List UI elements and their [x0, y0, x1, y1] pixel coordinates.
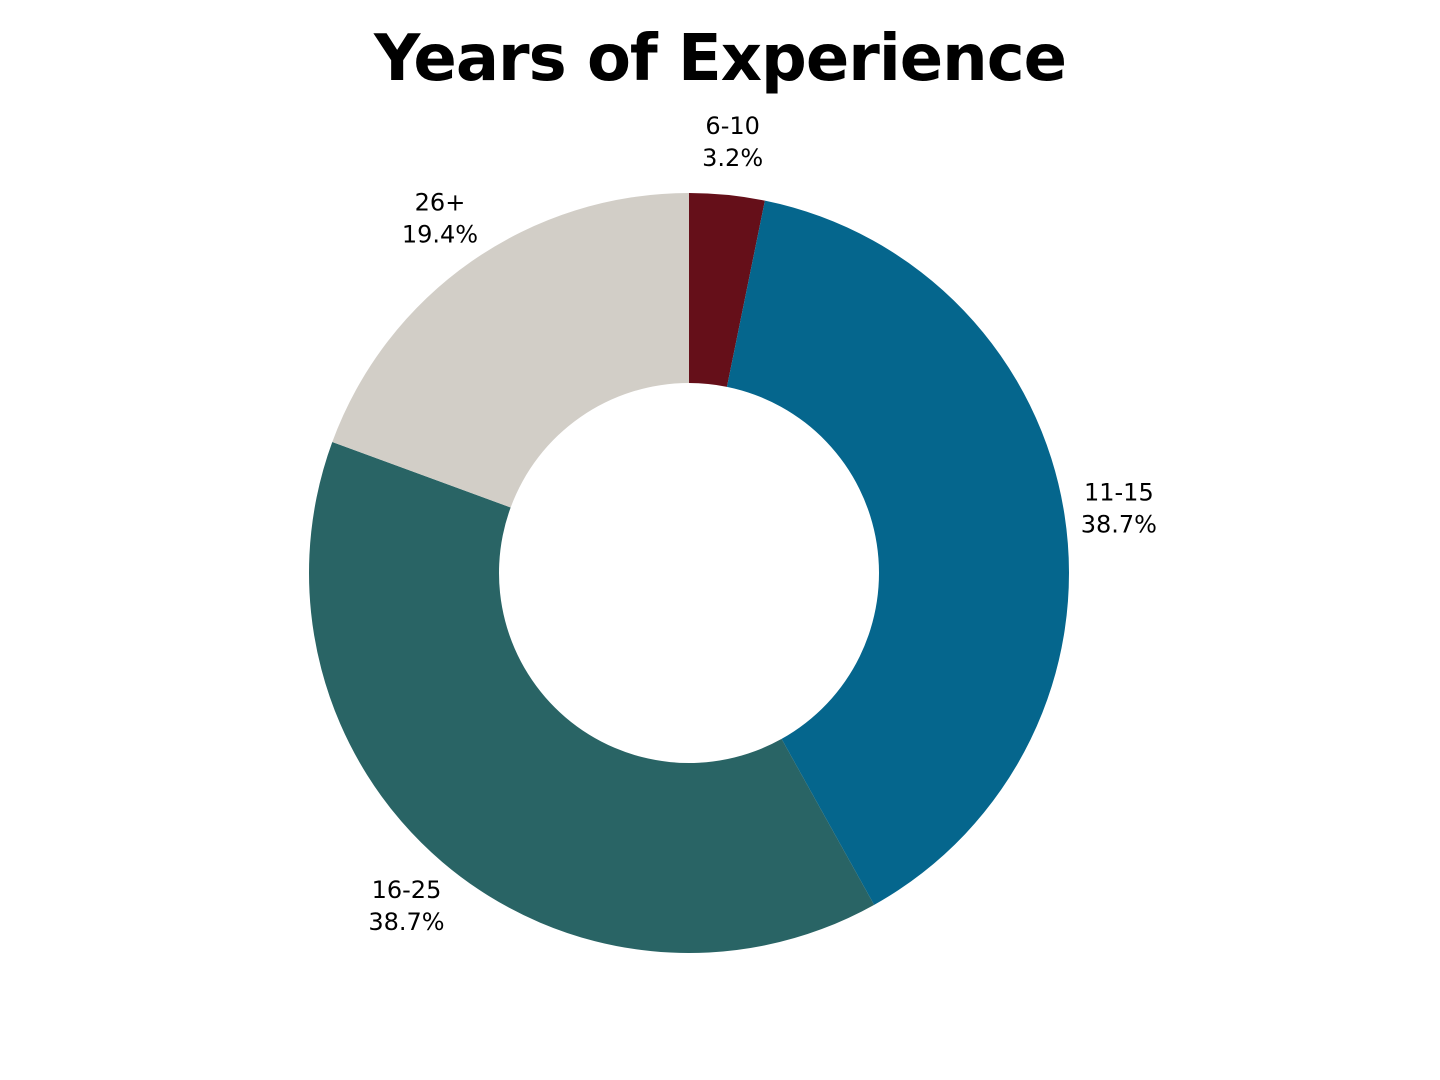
slice-6-10 — [689, 193, 765, 387]
slice-value-label: 19.4% — [402, 220, 478, 248]
slice-value-label: 3.2% — [702, 144, 763, 172]
chart-title: Years of Experience — [373, 22, 1067, 96]
slice-26+ — [332, 193, 689, 508]
slice-category-label: 16-25 — [372, 876, 442, 904]
slice-value-label: 38.7% — [1081, 510, 1157, 538]
slice-label-6-10: 6-10 3.2% — [702, 112, 763, 172]
slice-category-label: 6-10 — [705, 112, 759, 140]
slice-label-11-15: 11-15 38.7% — [1081, 478, 1157, 538]
labels-layer: 6-10 3.2% 11-15 38.7% 16-25 38.7% 26+ 19.4% — [368, 112, 1157, 936]
slices-layer — [308, 193, 1069, 953]
slice-category-label: 11-15 — [1084, 478, 1154, 506]
slice-label-26+: 26+ 19.4% — [402, 188, 478, 248]
slice-11-15 — [726, 200, 1069, 905]
slice-label-16-25: 16-25 38.7% — [368, 876, 444, 936]
slice-category-label: 26+ — [415, 188, 466, 216]
slice-value-label: 38.7% — [368, 908, 444, 936]
slice-16-25 — [308, 442, 875, 953]
